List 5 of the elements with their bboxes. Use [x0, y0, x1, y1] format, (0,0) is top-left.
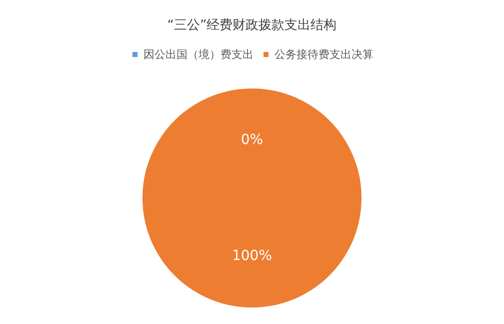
text: 0% — [240, 132, 264, 148]
legend-label: 因公出国（境）费支出 — [144, 48, 254, 61]
data-label: 100% — [232, 248, 272, 264]
legend-label: 公务接待费支出决算 — [274, 48, 374, 61]
chart-title: “三公”经费财政拨款支出结构 — [167, 18, 337, 33]
